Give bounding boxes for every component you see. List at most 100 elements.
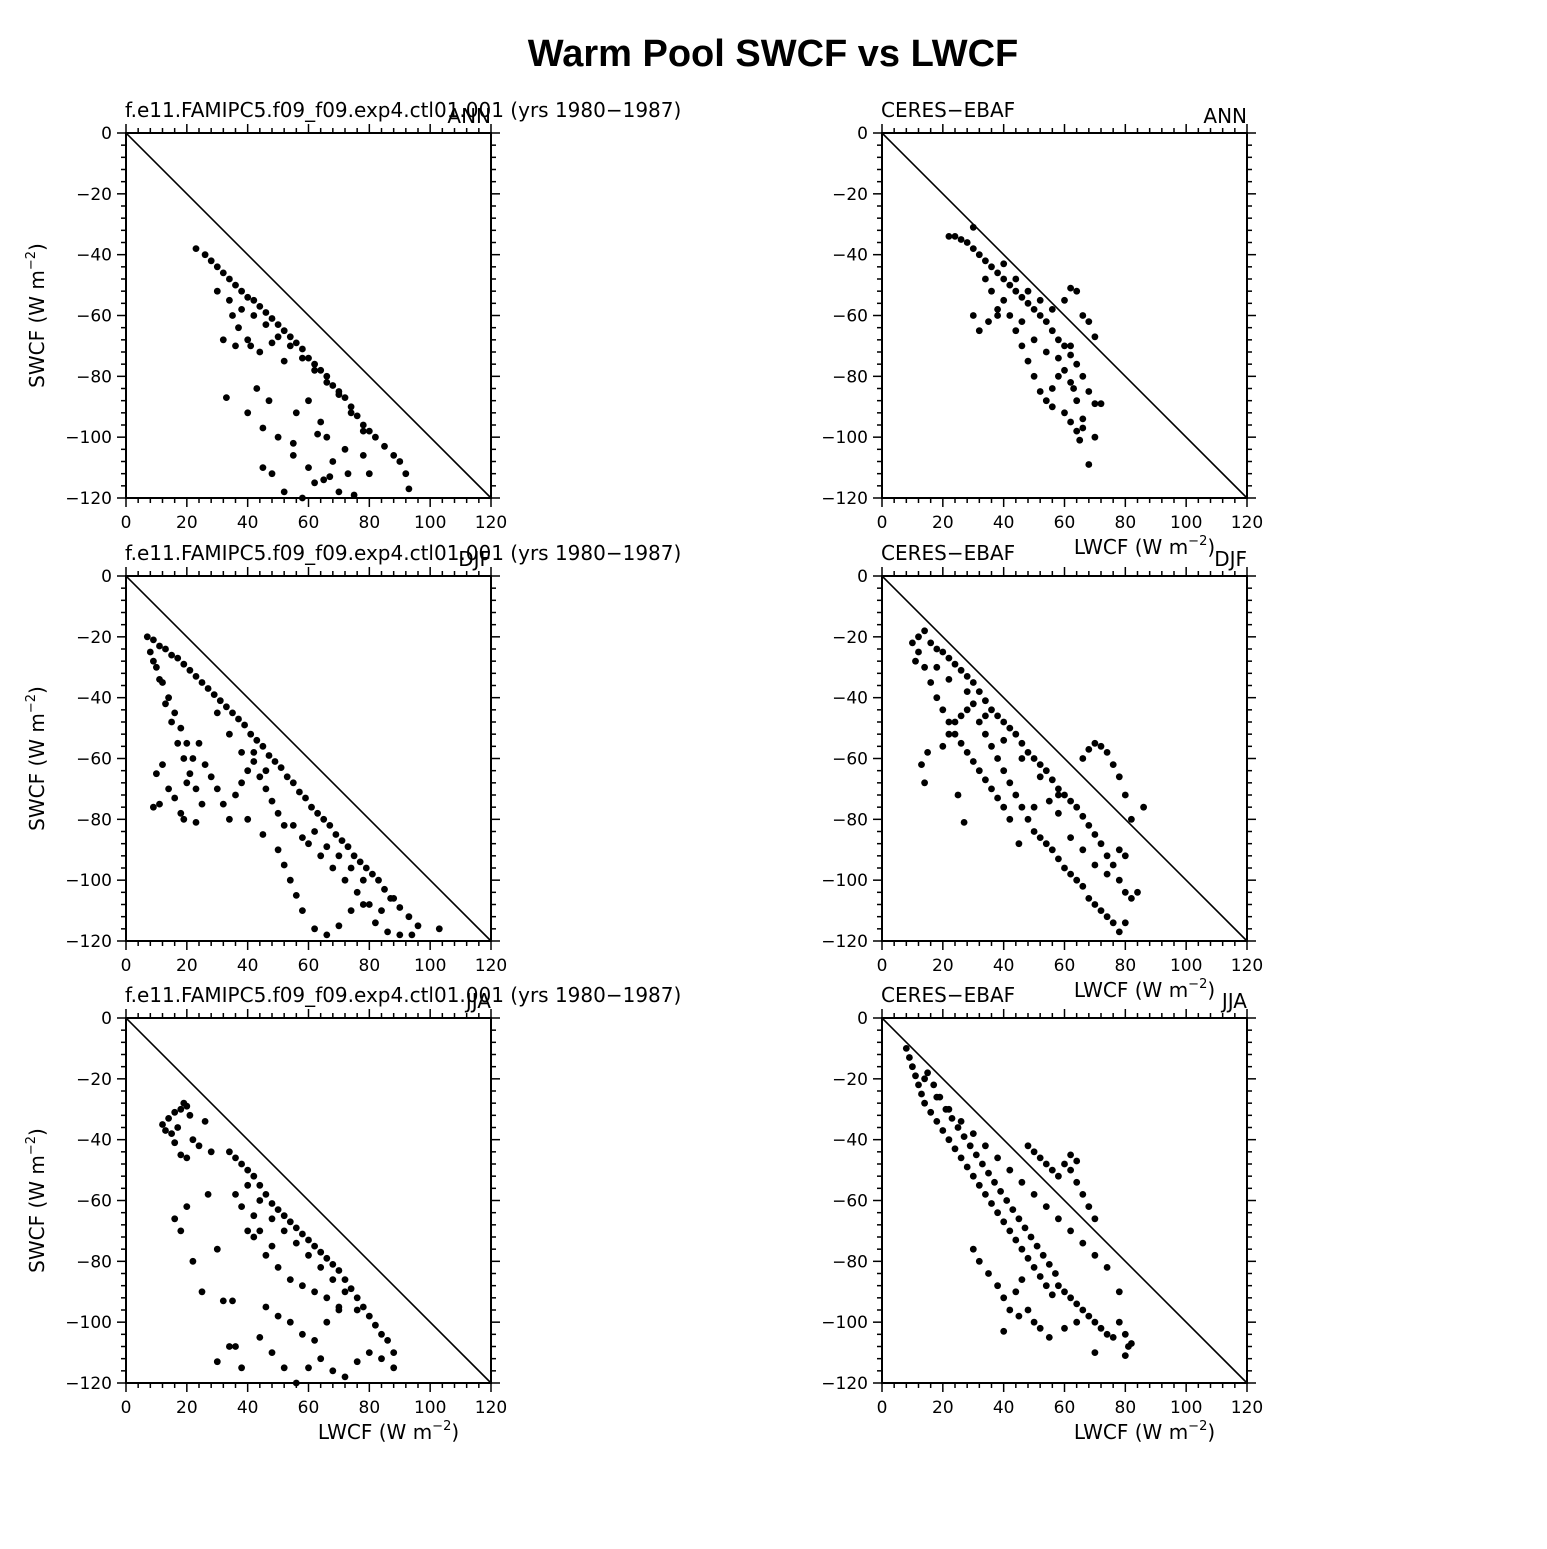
scatter-point — [332, 831, 340, 838]
scatter-point — [1073, 1178, 1081, 1186]
scatter-point — [329, 864, 337, 872]
scatter-point — [335, 1267, 343, 1274]
x-tick-label: 120 — [1231, 956, 1263, 976]
scatter-panel-1: f.e11.FAMIPC5.f09_f09.exp4.ctl01.001 (yr… — [24, 98, 681, 533]
scatter-point — [405, 913, 413, 921]
y-tick-label: −120 — [65, 489, 112, 509]
one-to-one-line — [125, 132, 492, 499]
scatter-point — [1012, 1236, 1020, 1244]
scatter-point — [274, 846, 282, 854]
scatter-point — [1000, 1327, 1008, 1335]
scatter-point — [945, 730, 953, 738]
x-tick-label: 0 — [121, 956, 132, 976]
scatter-point — [1055, 855, 1062, 863]
scatter-point — [335, 852, 343, 860]
scatter-point — [238, 1364, 246, 1372]
scatter-point — [292, 1224, 300, 1232]
scatter-point — [912, 1072, 919, 1080]
x-tick-label: 100 — [414, 513, 446, 533]
scatter-point — [289, 822, 297, 829]
scatter-point — [268, 797, 276, 805]
scatter-point — [1091, 1251, 1099, 1259]
scatter-point — [329, 458, 337, 465]
scatter-point — [930, 1081, 938, 1089]
scatter-point — [299, 494, 306, 502]
x-tick-label: 120 — [1231, 513, 1263, 533]
x-tick-label: 40 — [237, 513, 259, 533]
scatter-point — [280, 1227, 288, 1235]
scatter-point — [1024, 1142, 1032, 1150]
scatter-point — [988, 785, 995, 793]
scatter-point — [156, 800, 163, 808]
scatter-point — [1012, 1288, 1020, 1296]
scatter-point — [1036, 834, 1044, 841]
scatter-point — [1012, 327, 1020, 335]
scatter-point — [289, 452, 297, 459]
scatter-point — [1006, 724, 1014, 732]
scatter-point — [982, 257, 989, 265]
scatter-point — [1073, 427, 1081, 435]
x-axis-title: LWCF (W m−2) — [318, 1419, 459, 1444]
scatter-point — [1006, 815, 1014, 823]
scatter-point — [378, 907, 385, 914]
scatter-point — [262, 1251, 270, 1259]
scatter-point — [311, 1288, 318, 1296]
panel-title-right: JJA — [464, 989, 491, 1013]
scatter-point — [1030, 372, 1038, 380]
scatter-point — [244, 1181, 252, 1189]
x-tick-label: 20 — [932, 1398, 954, 1418]
y-tick-label: −80 — [76, 1252, 112, 1272]
panel-title-right: ANN — [447, 104, 491, 128]
scatter-point — [323, 379, 331, 386]
scatter-point — [1042, 318, 1050, 325]
scatter-point — [957, 1118, 965, 1125]
scatter-point — [372, 919, 379, 927]
scatter-point — [213, 1358, 221, 1366]
scatter-point — [326, 473, 334, 481]
scatter-panel-6: CERES−EBAF JJA 0 20 40 60 80 100 120 0 −20 −40 −60 −8… — [821, 983, 1263, 1444]
scatter-point — [226, 1148, 233, 1156]
x-tick-label: 100 — [1170, 513, 1202, 533]
scatter-point — [1036, 1154, 1044, 1162]
scatter-point — [299, 907, 306, 914]
scatter-point — [280, 861, 288, 869]
scatter-point — [320, 815, 328, 823]
scatter-point — [378, 1355, 385, 1363]
scatter-point — [189, 755, 197, 762]
scatter-point — [945, 233, 953, 240]
x-tick-label: 120 — [1231, 1398, 1263, 1418]
scatter-point — [171, 709, 179, 717]
scatter-point — [1018, 318, 1026, 325]
scatter-point — [1048, 403, 1056, 411]
scatter-point — [341, 1276, 349, 1283]
scatter-point — [390, 1349, 398, 1356]
scatter-point — [168, 718, 176, 726]
scatter-point — [353, 412, 361, 420]
scatter-point — [216, 697, 224, 705]
scatter-point — [274, 433, 282, 441]
scatter-point — [268, 470, 276, 478]
scatter-point — [280, 1212, 288, 1220]
y-tick-label: 0 — [101, 1009, 112, 1029]
scatter-point — [186, 666, 194, 674]
x-axis-title-text: LWCF (W m−2) — [1074, 1419, 1215, 1444]
x-tick-label: 120 — [475, 1398, 507, 1418]
x-tick-label: 0 — [877, 513, 888, 533]
scatter-point — [951, 718, 959, 726]
scatter-point — [329, 382, 337, 389]
scatter-point — [1061, 366, 1068, 374]
scatter-point — [1061, 342, 1068, 350]
scatter-point — [969, 1245, 977, 1253]
y-tick-label: −100 — [821, 1313, 868, 1333]
scatter-point — [174, 1124, 182, 1131]
scatter-point — [198, 679, 206, 686]
scatter-point — [933, 694, 941, 702]
scatter-point — [1067, 870, 1074, 878]
x-tick-label: 20 — [932, 956, 954, 976]
scatter-point — [168, 651, 176, 659]
scatter-point — [1079, 812, 1087, 820]
scatter-point — [994, 755, 1001, 762]
scatter-point — [259, 742, 267, 750]
scatter-point — [1121, 1352, 1129, 1359]
